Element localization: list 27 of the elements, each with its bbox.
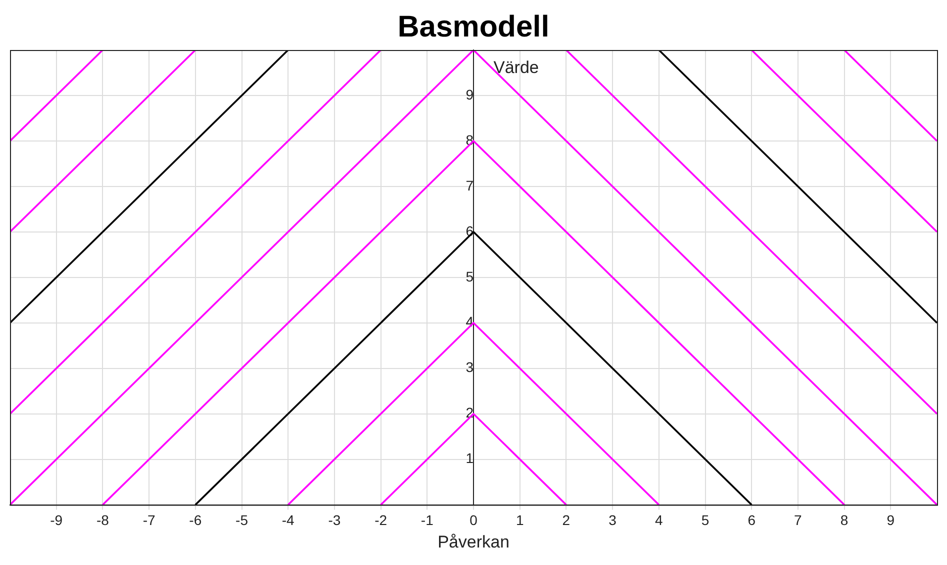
y-tick-label: 3 — [466, 359, 474, 376]
x-tick-label: -9 — [50, 512, 63, 528]
x-axis-title: Påverkan — [438, 532, 510, 552]
chart-title: Basmodell — [398, 10, 550, 44]
y-tick-label: 7 — [466, 177, 474, 194]
x-tick-label: 2 — [562, 512, 570, 528]
x-tick-label: 3 — [608, 512, 617, 528]
x-tick-label: -2 — [374, 512, 388, 528]
x-tick-label: -4 — [282, 512, 295, 528]
x-tick-label: 7 — [794, 512, 802, 528]
y-tick-label: 9 — [466, 86, 474, 102]
y-axis-title: Värde — [494, 58, 539, 78]
x-tick-label: 9 — [886, 512, 895, 528]
x-tick-label: -6 — [189, 512, 202, 528]
x-tick-label: -5 — [236, 512, 248, 528]
y-tick-label: 5 — [466, 268, 474, 284]
x-tick-label: 4 — [655, 512, 663, 528]
x-tick-label: -3 — [328, 512, 341, 528]
x-tick-label: 6 — [748, 512, 756, 528]
x-tick-label: -1 — [420, 512, 434, 528]
x-tick-label: -8 — [96, 512, 110, 528]
x-tick-label: 1 — [516, 512, 524, 528]
x-tick-label: 8 — [840, 512, 848, 528]
x-tick-label: -7 — [142, 512, 156, 528]
x-tick-label: 5 — [701, 512, 710, 528]
y-tick-label: 1 — [466, 450, 474, 466]
x-tick-label: 0 — [470, 512, 478, 528]
